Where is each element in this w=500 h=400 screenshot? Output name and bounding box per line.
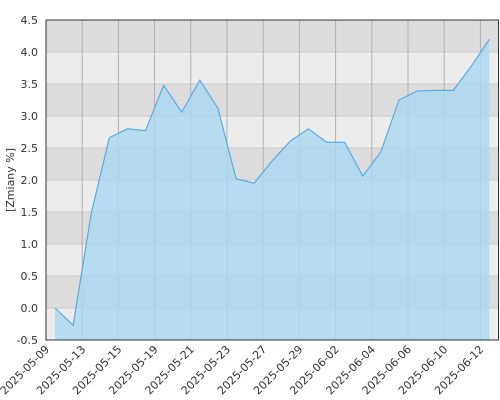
y-tick-label: 1.5 bbox=[21, 206, 39, 219]
y-tick-label: 3.5 bbox=[21, 78, 39, 91]
y-tick-label: 4.0 bbox=[21, 46, 39, 59]
plot-border bbox=[45, 19, 499, 341]
y-tick-label: 0.5 bbox=[21, 270, 39, 283]
y-tick-label: 1.0 bbox=[21, 238, 39, 251]
band bbox=[46, 20, 499, 52]
y-tick-label: 0.0 bbox=[21, 302, 39, 315]
y-tick-label: 2.0 bbox=[21, 174, 39, 187]
y-tick-label: 3.0 bbox=[21, 110, 39, 123]
y-tick-label: 4.5 bbox=[21, 14, 39, 27]
band bbox=[46, 52, 499, 84]
line bbox=[54, 38, 490, 327]
y-tick-label: -0.5 bbox=[17, 334, 38, 347]
y-axis-label: [Zmiany %] bbox=[4, 148, 17, 212]
y-tick-label: 2.5 bbox=[21, 142, 39, 155]
area bbox=[55, 39, 490, 340]
